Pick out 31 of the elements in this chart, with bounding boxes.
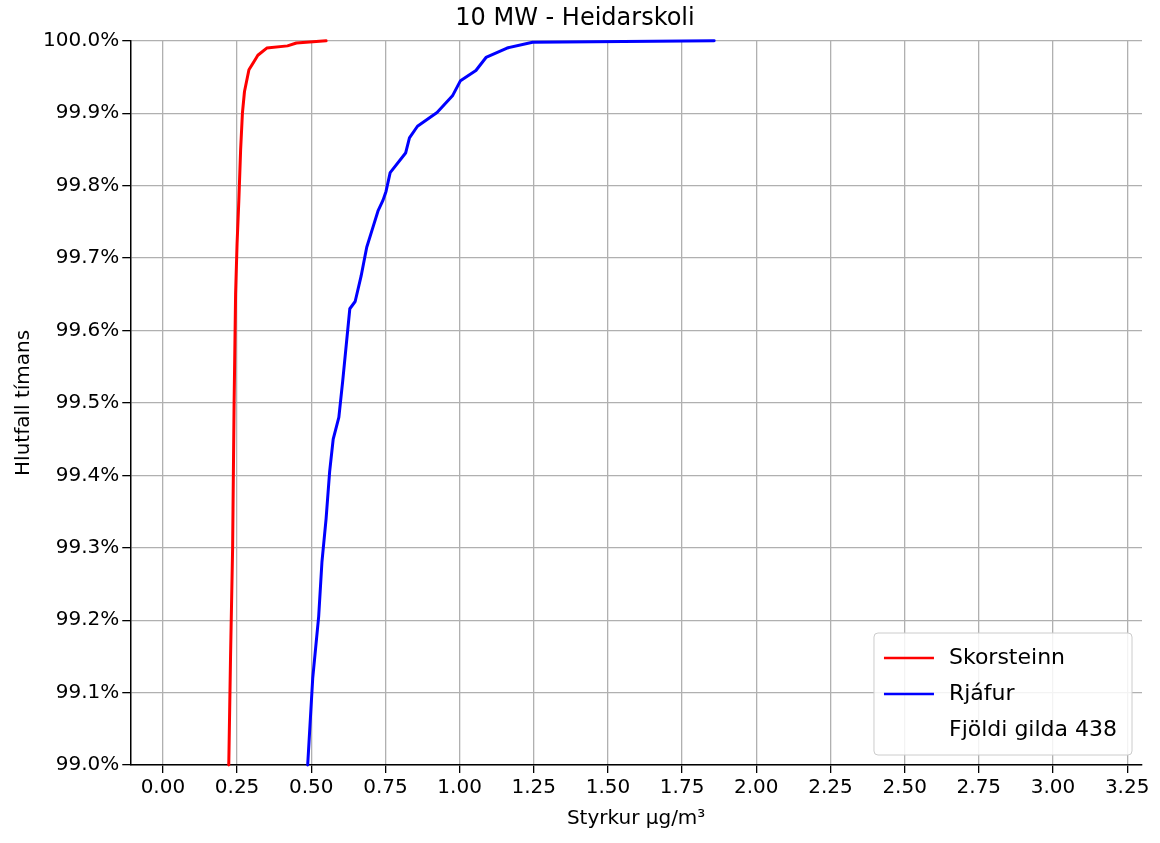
y-tick-label: 99.1% xyxy=(55,678,120,703)
x-tick-label: 1.25 xyxy=(511,774,557,799)
chart-title: 10 MW - Heidarskoli xyxy=(455,2,695,31)
x-tick-label: 1.00 xyxy=(437,774,482,799)
y-tick-label: 99.2% xyxy=(55,606,120,631)
x-tick-label: 0.75 xyxy=(363,774,408,799)
x-tick-label: 0.25 xyxy=(214,774,260,799)
y-tick-label: 99.0% xyxy=(55,751,120,776)
x-tick-label: 1.75 xyxy=(659,774,705,799)
x-tick-label: 1.50 xyxy=(585,774,631,799)
y-tick-label: 99.9% xyxy=(55,99,120,124)
y-tick-label: 99.3% xyxy=(55,533,120,558)
x-tick-label: 3.25 xyxy=(1104,774,1150,799)
x-axis-title: Styrkur μg/m³ xyxy=(566,805,706,830)
y-tick-label: 99.5% xyxy=(55,389,120,414)
y-tick-label: 99.8% xyxy=(55,171,120,196)
y-tick-label: 99.4% xyxy=(55,461,120,486)
x-tick-label: 0.50 xyxy=(288,774,334,799)
y-axis-title: Hlutfall tímans xyxy=(10,329,35,476)
x-tick-label: 3.00 xyxy=(1030,774,1076,799)
legend-label: Skorsteinn xyxy=(948,643,1066,669)
x-tick-label: 2.50 xyxy=(882,774,927,799)
x-tick-label: 2.25 xyxy=(808,774,853,799)
y-tick-label: 99.6% xyxy=(55,316,120,341)
y-tick-label: 99.7% xyxy=(55,244,120,269)
y-tick-label: 100.0% xyxy=(42,27,120,51)
legend-label: Rjáfur xyxy=(948,679,1016,705)
x-tick-label: 2.00 xyxy=(734,774,779,799)
x-tick-label: 0.00 xyxy=(140,774,186,799)
x-tick-label: 2.75 xyxy=(956,774,1002,799)
annotation: Fjöldi gilda 438 xyxy=(948,715,1117,741)
